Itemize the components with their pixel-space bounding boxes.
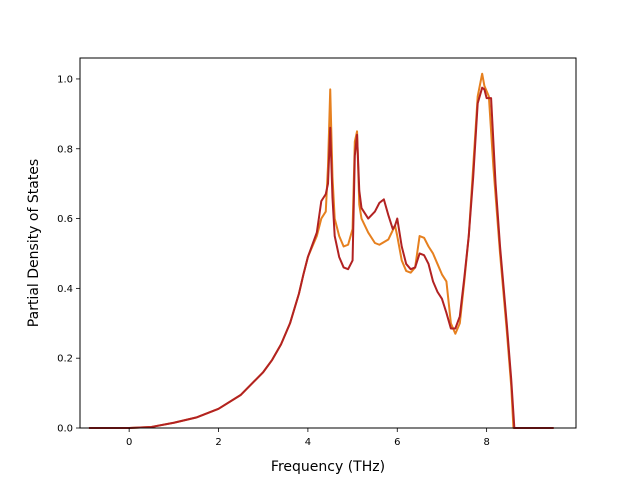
y-tick-label: 0.0: [57, 424, 73, 435]
x-axis-ticks: 0 2 4 6 8: [126, 428, 490, 448]
series-line-2: [88, 86, 554, 429]
y-tick-label: 0.2: [57, 354, 73, 365]
x-tick-label: 8: [483, 437, 489, 448]
x-axis-label: Frequency (THz): [271, 459, 385, 475]
x-tick-label: 4: [305, 437, 311, 448]
y-tick-label: 1.0: [57, 74, 73, 85]
series-line-1: [88, 72, 554, 429]
y-tick-label: 0.8: [57, 144, 73, 155]
x-tick-label: 2: [215, 437, 221, 448]
y-tick-label: 0.4: [57, 284, 73, 295]
y-axis-label: Partial Density of States: [26, 159, 42, 327]
x-tick-label: 6: [394, 437, 400, 448]
y-tick-label: 0.6: [57, 214, 73, 225]
y-axis-ticks: 0.0 0.2 0.4 0.6 0.8 1.0: [57, 74, 80, 435]
x-tick-label: 0: [126, 437, 132, 448]
plot-frame: [79, 57, 577, 429]
series-layer: [88, 72, 554, 429]
